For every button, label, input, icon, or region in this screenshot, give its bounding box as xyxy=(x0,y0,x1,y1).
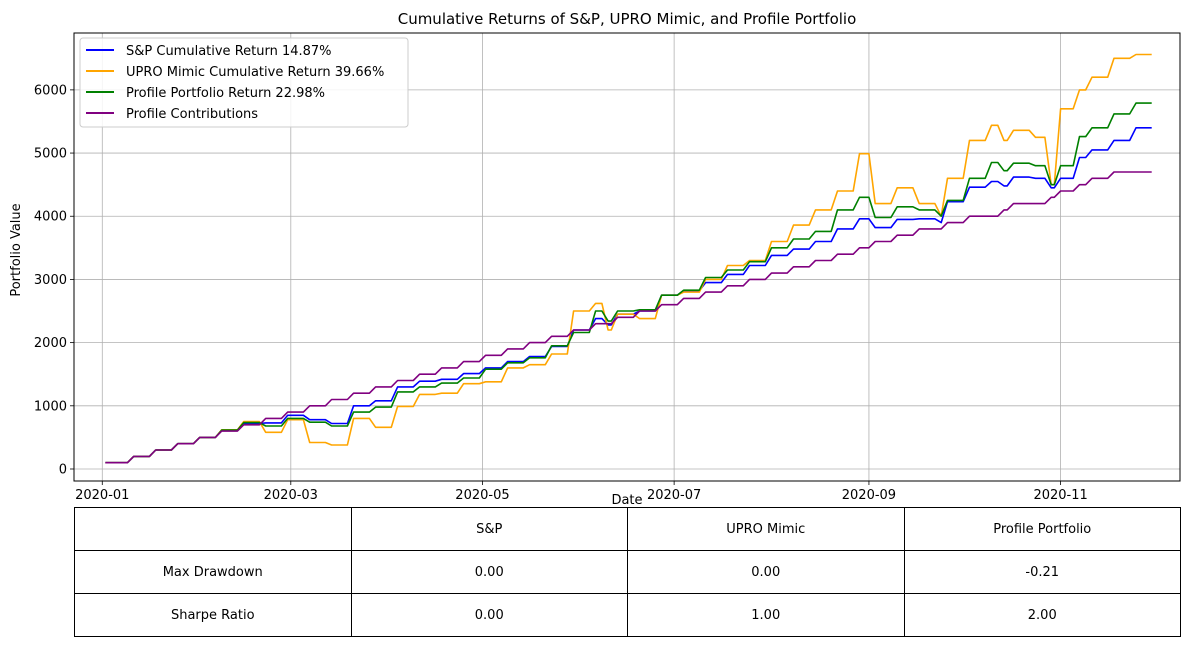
table-cell: 0.00 xyxy=(627,550,905,594)
y-tick-label: 1000 xyxy=(34,399,67,414)
table-row: Max Drawdown 0.00 0.00 -0.21 xyxy=(74,550,1181,594)
line-chart: 2020-01 2020-03 2020-05 2020-07 2020-09 2020-… xyxy=(9,10,1181,505)
series-line-2 xyxy=(105,53,1152,464)
legend-entries: S&P Cumulative Return 14.87% UPRO Mimic C… xyxy=(86,44,384,122)
stats-table: S&P UPRO Mimic Profile Portfolio Max Dra… xyxy=(74,507,1181,637)
x-tick-label: 2020-01 xyxy=(75,488,129,503)
legend-label: Profile Portfolio Return 22.98% xyxy=(126,86,325,101)
legend-box xyxy=(79,37,409,128)
series-line-4 xyxy=(105,171,1152,464)
table-cell: 1.00 xyxy=(627,593,905,637)
legend-label: S&P Cumulative Return 14.87% xyxy=(126,44,332,59)
table-cell: -0.21 xyxy=(903,550,1181,594)
x-tick-label: 2020-09 xyxy=(842,488,896,503)
x-tick-label: 2020-05 xyxy=(455,488,509,503)
table-header-cell-empty xyxy=(74,507,352,551)
x-tick-label: 2020-03 xyxy=(264,488,318,503)
plot-frame xyxy=(73,32,1181,482)
x-axis-label: Date xyxy=(611,493,642,505)
table-header-cell-upro: UPRO Mimic xyxy=(627,507,905,551)
series-line-1 xyxy=(105,127,1152,464)
grid xyxy=(74,33,1180,481)
y-tick-label: 4000 xyxy=(34,210,67,225)
y-tick-label: 2000 xyxy=(34,336,67,351)
table-cell: 0.00 xyxy=(350,593,628,637)
x-tick-label: 2020-11 xyxy=(1033,488,1087,503)
table-cell: 0.00 xyxy=(350,550,628,594)
y-axis-label: Portfolio Value xyxy=(9,203,24,296)
table-row: Sharpe Ratio 0.00 1.00 2.00 xyxy=(74,593,1181,637)
y-tick-label: 6000 xyxy=(34,83,67,98)
y-tick-label: 0 xyxy=(59,462,67,477)
legend-label: Profile Contributions xyxy=(126,107,258,122)
table-cell: 2.00 xyxy=(903,593,1181,637)
y-tick-label: 5000 xyxy=(34,147,67,162)
table-row-label: Max Drawdown xyxy=(74,550,352,594)
table-header-cell-sp: S&P xyxy=(350,507,628,551)
table-row-label: Sharpe Ratio xyxy=(74,593,352,637)
table-header-cell-profile: Profile Portfolio xyxy=(903,507,1181,551)
legend-label: UPRO Mimic Cumulative Return 39.66% xyxy=(126,65,384,80)
chart-title: Cumulative Returns of S&P, UPRO Mimic, a… xyxy=(398,10,857,28)
y-tick-label: 3000 xyxy=(34,273,67,288)
x-axis-ticks: 2020-01 2020-03 2020-05 2020-07 2020-09 2020-… xyxy=(75,481,1088,503)
series-line-3 xyxy=(105,102,1152,464)
legend: S&P Cumulative Return 14.87% UPRO Mimic C… xyxy=(79,37,409,128)
plot-lines xyxy=(105,53,1152,464)
y-axis-ticks: 0 1000 2000 3000 4000 5000 6000 xyxy=(34,83,74,477)
table-header-row: S&P UPRO Mimic Profile Portfolio xyxy=(74,507,1181,551)
x-tick-label: 2020-07 xyxy=(647,488,701,503)
